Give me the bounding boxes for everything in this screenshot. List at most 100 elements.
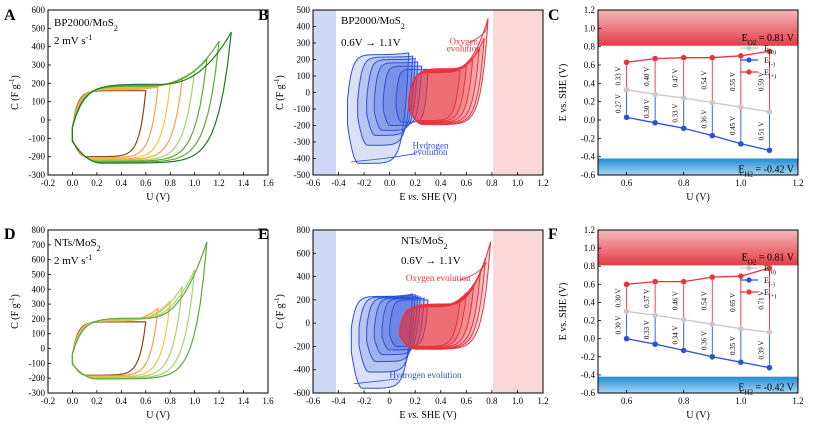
data-point: [766, 364, 773, 371]
o2-evolution-band: [598, 230, 798, 266]
data-point: [680, 125, 687, 132]
x-tick-label: 1.4: [238, 178, 250, 188]
x-tick-label: 0.8: [486, 178, 498, 188]
positive-window-label: 0.40 V: [643, 67, 651, 86]
x-tick-label: 0.4: [116, 178, 128, 188]
scan-rate-label: 2 mV s-1: [54, 253, 92, 268]
x-tick-label: -0.6: [306, 178, 321, 188]
panel-title: BP2000/MoS2: [341, 15, 405, 31]
y-axis-label: C (F g-1): [273, 75, 286, 110]
legend-marker: [746, 277, 752, 283]
oxygen-region: [493, 230, 543, 393]
negative-window-label: 0.27 V: [615, 94, 623, 113]
hydrogen-evolution-label: Hydrogen evolution: [389, 370, 462, 380]
positive-electrode-curve: [408, 37, 485, 125]
y-tick-label: 400: [297, 22, 311, 32]
x-tick-label: 1.0: [189, 178, 201, 188]
positive-electrode-curve: [399, 241, 492, 350]
data-point: [709, 99, 716, 106]
panel-e: -0.6 -0.4 -0.2 0 0.2 0.4 0.6 0.8 1.0 1.2 -600 -400 -…: [258, 225, 549, 421]
data-point: [680, 278, 687, 285]
y-tick-label: 0: [306, 318, 311, 328]
negative-window-label: 0.51 V: [757, 122, 765, 141]
y-tick-label: 0: [306, 88, 311, 98]
x-tick-label: 0.2: [91, 178, 102, 188]
y-tick-label: -500: [294, 170, 311, 180]
hydrogen-evolution-label: evolution: [414, 147, 448, 157]
negative-electrode-curve: [373, 61, 419, 131]
series-line: [626, 89, 770, 113]
plot-frame: [312, 229, 544, 394]
negative-window-label: 0.30 V: [615, 316, 623, 335]
y-tick-label: 0.0: [584, 115, 596, 125]
x-tick-label: 0: [387, 396, 392, 406]
legend-marker: [746, 289, 752, 295]
data-point: [709, 132, 716, 139]
y-tick-label: -100: [29, 133, 46, 143]
oxygen-evolution-label: evolution: [447, 43, 481, 53]
data-point: [623, 308, 630, 315]
series-line: [626, 338, 770, 369]
data-point: [680, 54, 687, 61]
y-tick-label: -600: [294, 388, 311, 398]
cv-curve: [71, 57, 208, 162]
negative-window-label: 0.45 V: [729, 116, 737, 135]
legend-label: E(0): [764, 44, 776, 56]
positive-electrode-curve: [408, 18, 489, 126]
positive-electrode-curve: [408, 49, 480, 124]
y-tick-label: 400: [297, 272, 311, 282]
x-tick-label: 1.2: [537, 396, 548, 406]
y-tick-label: 500: [32, 23, 46, 33]
x-tick-label: 0.6: [461, 178, 473, 188]
x-tick-label: 0.6: [140, 396, 152, 406]
x-tick-label: 0.8: [165, 396, 177, 406]
y-tick-label: -0.4: [581, 370, 596, 380]
hydrogen-arrow: [351, 153, 416, 163]
x-tick-label: 1.2: [537, 178, 548, 188]
x-tick-label: 1.0: [735, 178, 747, 188]
o2-potential-label: EO2 = 0.81 V: [742, 252, 795, 266]
data-point: [652, 55, 658, 62]
y-tick-label: 1.2: [584, 225, 595, 235]
y-tick-label: 1.2: [584, 5, 595, 15]
y-axis-label: C (F g-1): [273, 294, 286, 329]
data-point: [766, 48, 773, 55]
positive-window-label: 0.71 V: [757, 291, 765, 310]
negative-window-label: 0.35 V: [729, 336, 737, 355]
positive-window-label: 0.54 V: [700, 291, 708, 310]
o2-evolution-band: [598, 10, 798, 46]
y-tick-label: 300: [32, 60, 46, 70]
data-point: [738, 141, 744, 147]
y-tick-label: 1.0: [584, 243, 596, 253]
panel-letter: E: [258, 226, 269, 243]
oxygen-arrow: [468, 23, 488, 44]
data-point: [652, 278, 658, 285]
y-tick-label: -200: [294, 121, 311, 131]
legend-label: E(0): [764, 264, 776, 276]
data-point: [738, 359, 744, 366]
h2-evolution-band: [598, 158, 798, 175]
data-point: [652, 119, 658, 126]
data-point: [623, 114, 630, 121]
x-axis-label: U (V): [146, 410, 170, 421]
y-tick-label: -0.4: [581, 152, 596, 162]
y-tick-label: 0: [41, 115, 46, 125]
oxygen-region: [493, 10, 543, 175]
series-line: [626, 267, 770, 285]
y-tick-label: 0.4: [584, 78, 596, 88]
cv-curve: [71, 31, 232, 164]
positive-electrode-curve: [408, 65, 467, 122]
data-point: [680, 347, 687, 354]
data-point: [680, 95, 687, 101]
x-tick-label: 0.8: [165, 178, 177, 188]
y-axis-label: E vs. SHE (V): [558, 283, 569, 341]
data-point: [766, 147, 773, 154]
y-tick-label: 200: [297, 55, 311, 65]
positive-window-label: 0.30 V: [615, 288, 623, 307]
data-point: [766, 108, 773, 115]
x-tick-label: 0.8: [678, 178, 690, 188]
x-axis-label: E vs. SHE (V): [399, 192, 456, 203]
x-axis-label: U (V): [146, 192, 170, 203]
